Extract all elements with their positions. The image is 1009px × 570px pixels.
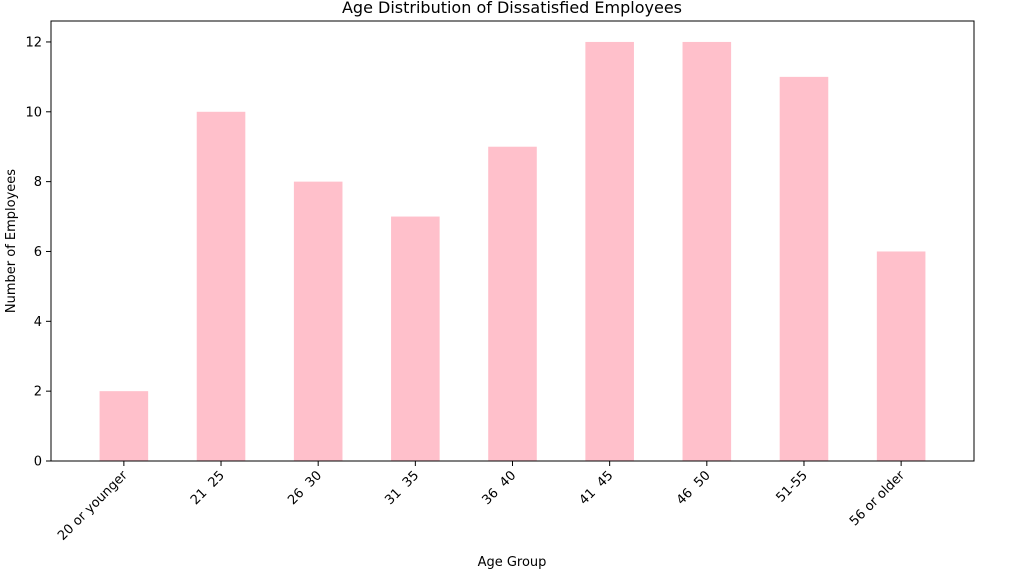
y-tick-label-2: 4: [34, 315, 42, 330]
bar-7: [779, 76, 829, 461]
y-tick-label-4: 8: [34, 175, 42, 190]
chart-title: Age Distribution of Dissatisfied Employe…: [342, 0, 682, 17]
x-tick-label-2: 26 30: [285, 468, 325, 508]
bar-1: [196, 111, 246, 462]
bar-8: [876, 251, 926, 461]
bar-0: [99, 391, 149, 461]
x-tick-label-8: 56 or older: [847, 468, 908, 529]
x-tick-label-0: 20 or younger: [55, 468, 131, 544]
bars-group: [99, 41, 926, 462]
y-tick-label-0: 0: [34, 455, 42, 470]
y-tick-label-6: 12: [25, 35, 42, 50]
y-tick-label-3: 6: [34, 245, 42, 260]
x-tick-label-5: 41 45: [577, 468, 617, 508]
y-tick-label-1: 2: [34, 385, 42, 400]
y-axis-title: Number of Employees: [4, 169, 19, 313]
bar-4: [488, 146, 537, 461]
y-axis: 0 2 4 6 8 10 12: [25, 35, 51, 470]
x-axis-title: Age Group: [478, 555, 547, 570]
x-axis: 20 or younger 21 25 26 30 31 35 36 40 41 45 46…: [55, 461, 908, 544]
bar-5: [585, 41, 634, 461]
bar-3: [391, 216, 440, 461]
x-tick-label-4: 36 40: [479, 468, 519, 508]
x-tick-label-7: 51-55: [773, 468, 810, 505]
y-tick-label-5: 10: [25, 105, 42, 120]
x-tick-label-1: 21 25: [188, 468, 228, 508]
x-tick-label-3: 31 35: [382, 468, 422, 508]
bar-6: [682, 41, 732, 461]
bar-2: [293, 181, 343, 461]
x-tick-label-6: 46 50: [674, 468, 714, 508]
